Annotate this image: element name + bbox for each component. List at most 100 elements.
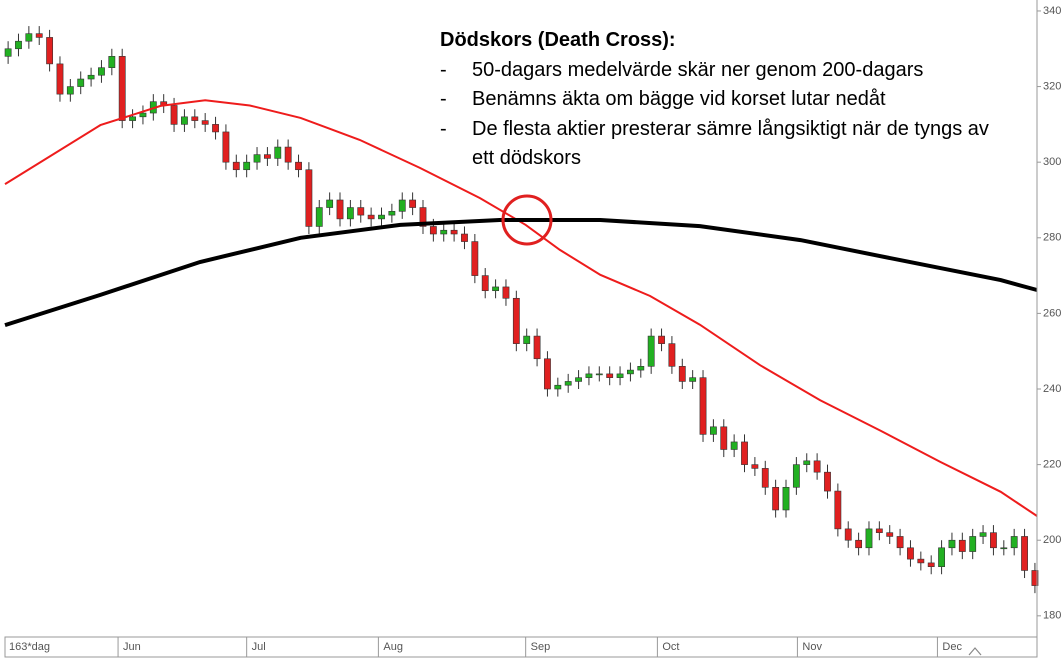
candle-body — [191, 116, 199, 121]
candle-body — [575, 377, 582, 382]
y-tick-label: 220 — [1043, 459, 1061, 471]
candle-body — [388, 211, 396, 216]
scroll-arrow[interactable] — [968, 647, 982, 656]
candle-body — [440, 229, 448, 235]
candle-body — [803, 460, 811, 465]
candle-body — [129, 116, 136, 121]
candle-body — [523, 335, 531, 344]
candle-body — [471, 241, 479, 276]
y-tick-label: 240 — [1043, 383, 1061, 395]
annotation: Dödskors (Death Cross): 50-dagars medelv… — [440, 26, 1000, 174]
x-tick-label: Nov — [802, 641, 822, 653]
candle-body — [689, 377, 697, 382]
candle-body — [730, 441, 738, 450]
candle-body — [66, 86, 74, 95]
candle-body — [741, 441, 748, 465]
candle-body — [222, 131, 230, 163]
candle-body — [544, 358, 551, 390]
annotation-title: Dödskors (Death Cross): — [440, 29, 676, 51]
candle-body — [181, 116, 188, 125]
y-tick-label: 200 — [1043, 534, 1061, 546]
candle-body — [35, 33, 43, 38]
candle-body — [699, 377, 707, 435]
candle-body — [564, 381, 572, 386]
annotation-bullet: De flesta aktier presterar sämre långsik… — [440, 115, 992, 174]
candle-body — [720, 426, 728, 450]
candle-body — [1031, 570, 1039, 586]
y-tick-label: 300 — [1043, 156, 1061, 168]
annotation-list: 50-dagars medelvärde skär ner genom 200-… — [440, 56, 1000, 174]
candle-body — [118, 56, 126, 121]
y-tick-label: 180 — [1043, 610, 1061, 622]
y-tick-label: 280 — [1043, 232, 1061, 244]
candle-body — [772, 486, 780, 511]
candle-body — [77, 78, 85, 87]
candle-body — [336, 199, 344, 220]
candle-body — [263, 154, 271, 159]
annotation-bullet: Benämns äkta om bägge vid korset lutar n… — [440, 85, 992, 115]
candle-body — [87, 74, 95, 80]
cross-highlight — [501, 194, 553, 246]
candle-body — [398, 199, 406, 212]
candle-body — [139, 112, 147, 118]
candle-body — [201, 120, 209, 125]
candle-body — [492, 286, 500, 292]
candle-body — [46, 37, 54, 65]
candle-body — [844, 528, 852, 541]
candle-body — [502, 286, 510, 299]
candle-body — [668, 343, 676, 367]
candle-body — [25, 33, 33, 42]
candle-body — [896, 536, 904, 549]
candle-body — [979, 532, 987, 537]
candle-body — [824, 471, 831, 492]
candle-body — [243, 161, 251, 171]
candle-body — [481, 275, 489, 292]
x-tick-label: Jun — [123, 641, 141, 653]
y-tick-label: 340 — [1043, 5, 1061, 17]
candle-body — [284, 146, 292, 163]
candle-body — [637, 366, 645, 371]
candle-body — [875, 528, 883, 533]
candle-body — [533, 335, 541, 360]
candle-body — [585, 373, 593, 378]
x-tick-label: Dec — [942, 641, 962, 653]
candle-body — [108, 56, 116, 68]
candle-body — [627, 369, 634, 375]
candle-body — [990, 532, 997, 549]
candle-body — [378, 214, 385, 220]
x-tick-label: Aug — [383, 641, 403, 653]
candle-body — [606, 373, 614, 378]
candle-body — [855, 539, 863, 549]
candle-body — [253, 154, 261, 163]
candle-body — [813, 460, 821, 473]
candle-body — [595, 373, 603, 376]
candle-body — [647, 335, 655, 367]
candle-body — [865, 528, 873, 549]
candle-body — [709, 426, 717, 435]
candle-body — [512, 297, 520, 344]
candle-body — [346, 207, 354, 220]
candle-body — [678, 366, 686, 382]
candle-body — [948, 539, 956, 549]
candle-body — [367, 214, 375, 220]
period-label: 163*dag — [9, 641, 50, 653]
candle-body — [1000, 547, 1008, 550]
candle-body — [927, 562, 935, 567]
candle-body — [232, 161, 240, 171]
candle-body — [907, 547, 914, 560]
candle-body — [98, 67, 105, 76]
candle-body — [554, 384, 562, 390]
candle-body — [409, 199, 417, 208]
candle-body — [792, 464, 800, 488]
candle-body — [958, 539, 966, 552]
candle-body — [315, 207, 323, 227]
y-tick-label: 320 — [1043, 80, 1061, 92]
candle-body — [56, 63, 64, 95]
candle-body — [419, 207, 427, 227]
candle-body — [616, 373, 624, 378]
candle-body — [450, 229, 458, 235]
candle-body — [212, 124, 219, 133]
candle-body — [305, 169, 313, 227]
candle-body — [4, 48, 12, 57]
